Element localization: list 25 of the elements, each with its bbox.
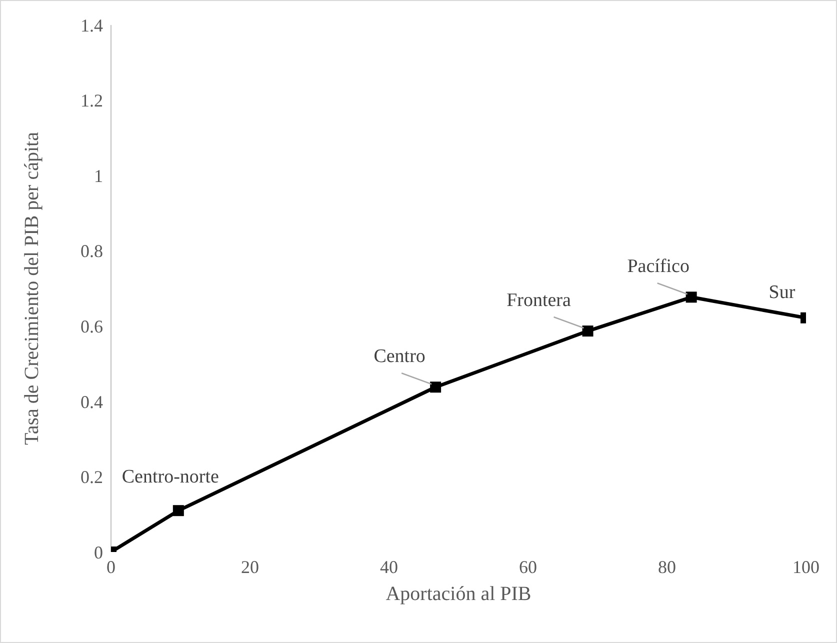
point [582, 326, 594, 337]
x-axis-title: Aportación al PIB [386, 583, 532, 605]
x-tick-label: 20 [241, 556, 259, 577]
annotation: Centro-norte [122, 466, 219, 488]
point [172, 505, 184, 516]
y-tick-label: 1.4 [80, 15, 103, 36]
x-tick-label: 60 [519, 556, 537, 577]
y-tick-label: 0.8 [80, 241, 103, 262]
x-tick-label: 40 [380, 556, 398, 577]
annotation: Pacífico [627, 256, 690, 278]
y-tick-label: 0.4 [80, 392, 103, 412]
y-tick-label: 1 [94, 166, 103, 186]
x-tick-label: 0 [106, 556, 116, 577]
y-tick-label: 1.2 [80, 90, 103, 111]
point [430, 382, 442, 393]
x-tick-label: 80 [658, 556, 676, 577]
y-axis-title: Tasa de Crecimiento del PIB per cápita [21, 132, 44, 445]
point [686, 292, 697, 303]
x-tick-label: 100 [792, 556, 820, 577]
annotation: Centro [374, 346, 426, 368]
annotation: Frontera [506, 290, 572, 312]
y-tick-label: 0.2 [80, 467, 103, 488]
y-tick-label: 0 [94, 542, 103, 562]
annotation: Sur [768, 282, 796, 303]
y-tick-label: 0.6 [80, 316, 103, 337]
